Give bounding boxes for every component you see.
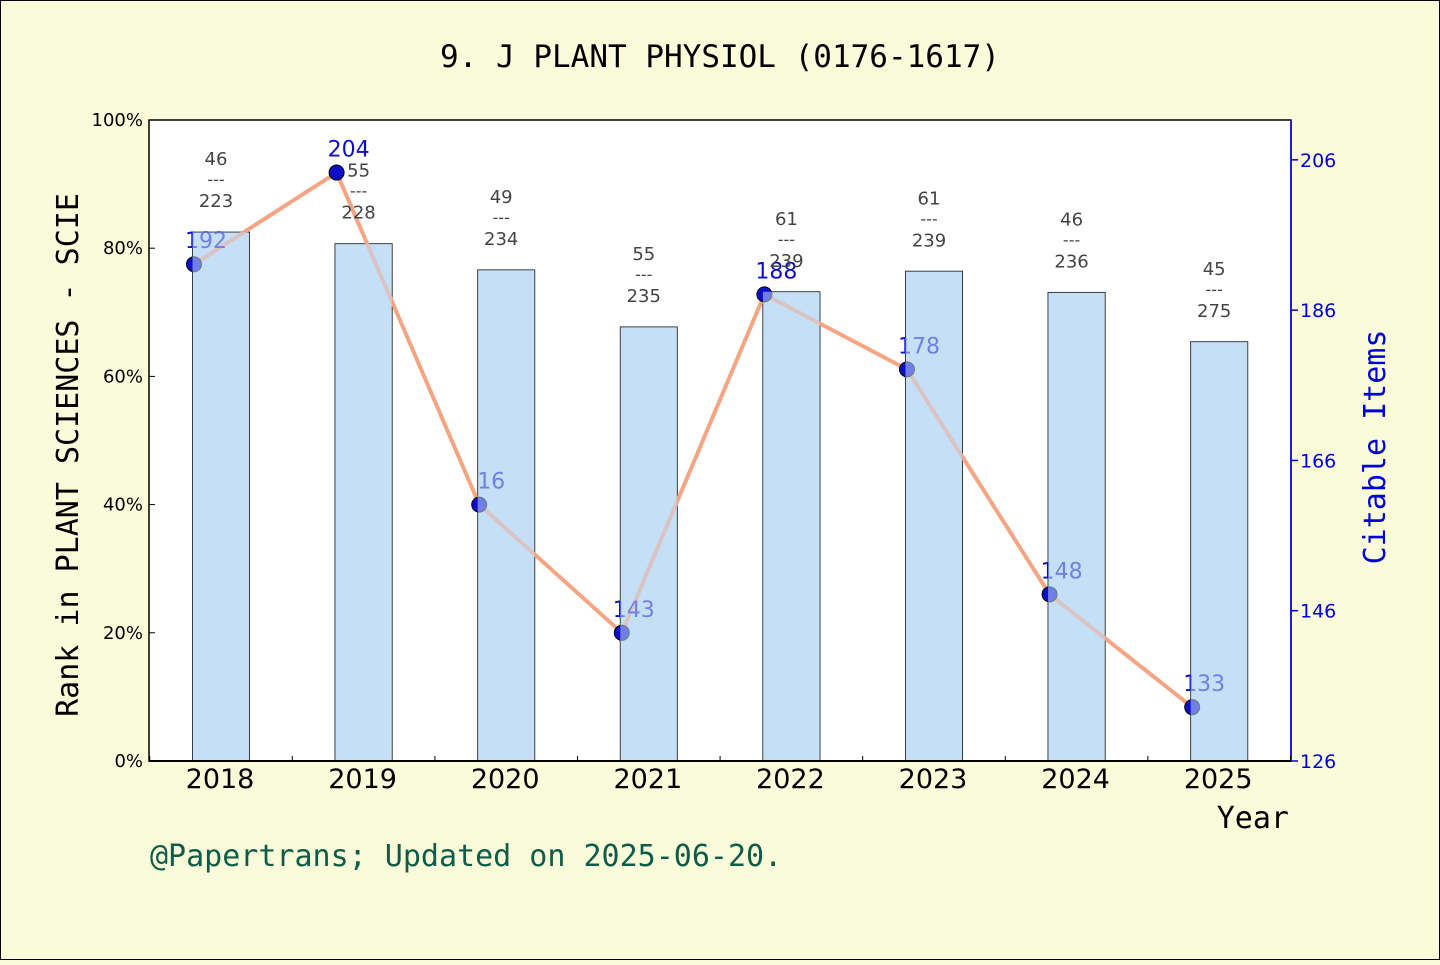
bar-overlay-2024 — [1048, 292, 1106, 761]
x-axis-label: Year — [1217, 801, 1289, 836]
right-tick-label-206: 206 — [1300, 150, 1336, 172]
rank-separator-2018: --- — [207, 170, 224, 189]
rank-value-2025: 45 — [1203, 259, 1226, 280]
rank-value-2021: 55 — [632, 244, 655, 265]
x-tick-label-2025: 2025 — [1184, 764, 1253, 795]
bar-overlay-2019 — [335, 243, 393, 761]
rank-total-2022: 239 — [769, 251, 803, 272]
right-tick-label-126: 126 — [1300, 751, 1336, 773]
left-tick-label-40: 40% — [103, 495, 143, 516]
rank-total-2019: 228 — [341, 203, 375, 224]
x-tick-label-2024: 2024 — [1041, 764, 1110, 795]
rank-total-2018: 223 — [199, 191, 233, 212]
rank-separator-2020: --- — [493, 208, 510, 227]
rank-separator-2025: --- — [1206, 280, 1223, 299]
bar-overlay-2022 — [762, 291, 820, 761]
citable-point-2019 — [328, 164, 345, 181]
rank-total-2020: 234 — [484, 229, 518, 250]
rank-separator-2023: --- — [920, 209, 937, 228]
x-tick-label-2021: 2021 — [613, 764, 682, 795]
rank-total-2021: 235 — [627, 286, 661, 307]
x-tick-label-2020: 2020 — [471, 764, 540, 795]
citable-label-2019: 204 — [328, 138, 370, 163]
chart-title: 9. J PLANT PHYSIOL (0176-1617) — [440, 39, 1000, 75]
x-tick-label-2022: 2022 — [756, 764, 825, 795]
left-tick-label-60: 60% — [103, 366, 143, 387]
bar-overlay-2021 — [620, 327, 678, 761]
rank-labels-layer: 46---22355---22849---23455---23561---239… — [199, 149, 1232, 322]
citable-items-line — [192, 170, 1194, 709]
rank-separator-2021: --- — [635, 265, 652, 284]
right-tick-label-146: 146 — [1300, 601, 1336, 623]
left-tick-label-20: 20% — [103, 623, 143, 644]
citable-label-2022: 188 — [755, 259, 797, 284]
x-tick-label-2019: 2019 — [328, 764, 397, 795]
line-layer: 19220416143188178148133 — [185, 138, 1248, 762]
rank-separator-2022: --- — [778, 230, 795, 249]
left-tick-label-0: 0% — [114, 751, 143, 772]
right-tick-label-186: 186 — [1300, 300, 1336, 322]
left-tick-label-80: 80% — [103, 238, 143, 259]
x-tick-label-2023: 2023 — [899, 764, 968, 795]
rank-total-2024: 236 — [1054, 251, 1088, 272]
y-axis-right-label: Citable Items — [1358, 330, 1393, 565]
rank-separator-2024: --- — [1063, 230, 1080, 249]
left-tick-label-100: 100% — [92, 110, 143, 131]
rank-separator-2019: --- — [350, 182, 367, 201]
rank-total-2025: 275 — [1197, 301, 1231, 322]
right-tick-label-166: 166 — [1300, 450, 1336, 472]
rank-value-2023: 61 — [918, 188, 941, 209]
axes-layer: 0% 20% 40% 60% 80% 100% 126 146 166 186 206 2018 201… — [92, 110, 1337, 795]
rank-value-2018: 46 — [205, 149, 228, 170]
rank-value-2020: 49 — [490, 187, 513, 208]
bar-overlay-2023 — [905, 271, 963, 761]
rank-value-2019: 55 — [347, 161, 370, 182]
footer-credit: @Papertrans; Updated on 2025-06-20. — [150, 839, 782, 874]
rank-value-2024: 46 — [1060, 209, 1083, 230]
bar-overlay-2018 — [192, 232, 250, 762]
y-axis-left-label: Rank in PLANT SCIENCES - SCIE — [51, 193, 86, 717]
x-tick-label-2018: 2018 — [186, 764, 255, 795]
bar-overlay-2020 — [477, 269, 535, 761]
rank-total-2023: 239 — [912, 230, 946, 251]
bar-overlay-2025 — [1190, 341, 1248, 761]
plot-area — [148, 119, 1292, 762]
rank-value-2022: 61 — [775, 209, 798, 230]
